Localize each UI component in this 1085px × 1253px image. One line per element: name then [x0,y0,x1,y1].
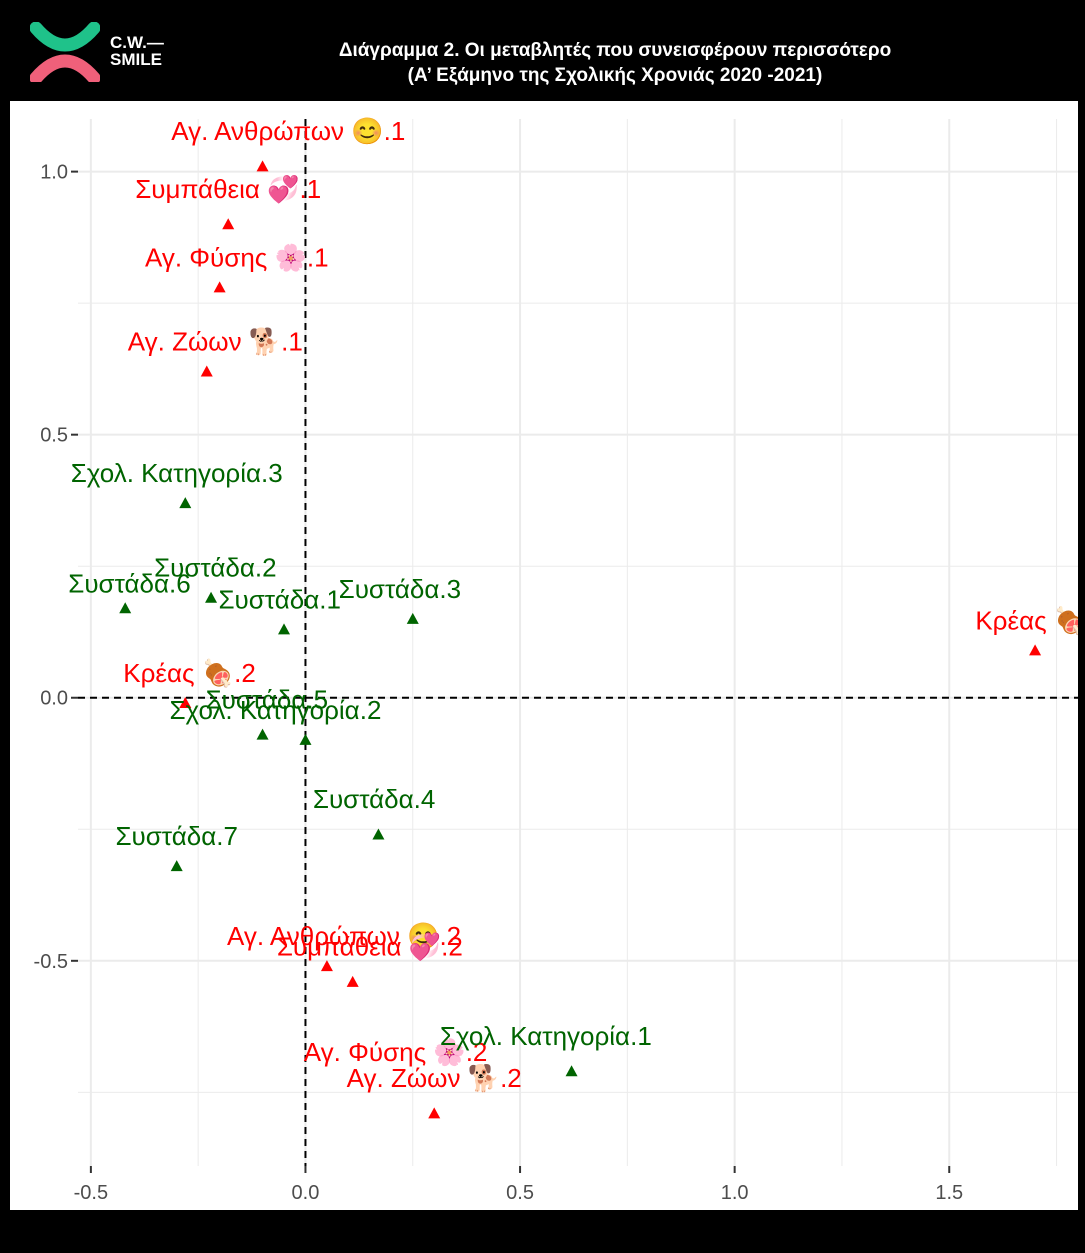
y-tick-label: 0.0 [40,688,68,710]
point-label: Αγ. Ζώων 🐕.2 [347,1063,522,1093]
point-label: Συμπάθεια 💞.1 [135,174,321,204]
data-point-marker [565,1065,578,1077]
data-point-marker [278,623,291,635]
plot-area: -0.5 0.0 0.5 1.0 1.5 -0.5 0.0 0.5 1.0 Αγ. Ανθρώπ… [10,101,1085,1210]
data-point-marker [320,960,333,972]
data-point-marker [372,828,385,840]
point-label: Αγ. Ζώων 🐕.1 [128,326,303,356]
data-point-marker [1029,644,1042,656]
point-label: Κρέας 🍖.2 [123,657,256,690]
point-label: Συστάδα.5 [206,684,328,714]
data-point-marker [119,602,132,614]
x-tick-label: 1.0 [721,1182,749,1204]
chart-header: C.W.— SMILE Διάγραμμα 2. Οι μεταβλητές π… [0,0,1085,100]
data-point-marker [406,612,419,624]
data-point-marker [428,1107,441,1119]
chart-title: Διάγραμμα 2. Οι μεταβλητές που συνεισφέρ… [180,38,1050,88]
cw-smile-logo-icon [30,22,100,82]
y-tick-label: 0.5 [40,425,68,447]
data-point-marker [449,1044,462,1056]
logo-line-1: C.W.— [110,33,164,52]
data-point-marker [222,218,235,230]
point-label: Συμπάθεια 💞.2 [277,932,463,962]
title-line-2: (Α’ Εξάμηνο της Σχολικής Χρονιάς 2020 -2… [407,65,823,86]
data-point-marker [179,697,192,709]
point-label: Σχολ. Κατηγορία.1 [440,1021,652,1051]
data-point-marker [256,728,269,740]
point-label: Αγ. Φύσης 🌸.1 [145,242,329,272]
x-tick-label: -0.5 [74,1182,108,1204]
data-point-marker [256,160,269,172]
point-label: Συστάδα.4 [313,784,435,814]
data-point-marker [170,860,183,872]
point-label: Συστάδα.1 [218,584,340,614]
logo-wordmark: C.W.— SMILE [110,34,164,68]
point-label: Σχολ. Κατηγορία.3 [71,458,283,488]
y-tick-label: -0.5 [34,951,68,973]
data-point-marker [205,591,218,603]
scatter-chart: -0.5 0.0 0.5 1.0 1.5 -0.5 0.0 0.5 1.0 Αγ. Ανθρώπ… [34,116,1085,1204]
point-label: Συστάδα.3 [339,574,461,604]
point-label: Αγ. Φύσης 🌸.2 [304,1037,488,1067]
x-tick-label: 1.5 [935,1182,963,1204]
plot-panel [78,119,1078,1166]
point-label: Αγ. Ανθρώπων 😊.1 [171,116,405,146]
title-line-1: Διάγραμμα 2. Οι μεταβλητές που συνεισφέρ… [338,40,892,61]
data-point-marker [200,365,213,377]
point-label: Συστάδα.2 [154,553,276,583]
point-label: Κρέας 🍖 [975,604,1078,637]
point-label: Συστάδα.6 [68,569,190,599]
y-tick-label: 1.0 [40,162,68,184]
logo-line-2: SMILE [110,50,162,69]
data-point-marker [179,497,192,509]
point-label: Συστάδα.7 [115,821,237,851]
data-point-marker [346,975,359,987]
point-label: Αγ. Ανθρώπων 😊.2 [227,921,461,951]
data-point-marker [299,733,312,745]
point-label: Σχολ. Κατηγορία.2 [169,695,381,725]
data-point-marker [213,281,226,293]
x-tick-label: 0.5 [506,1182,534,1204]
x-tick-label: 0.0 [292,1182,320,1204]
